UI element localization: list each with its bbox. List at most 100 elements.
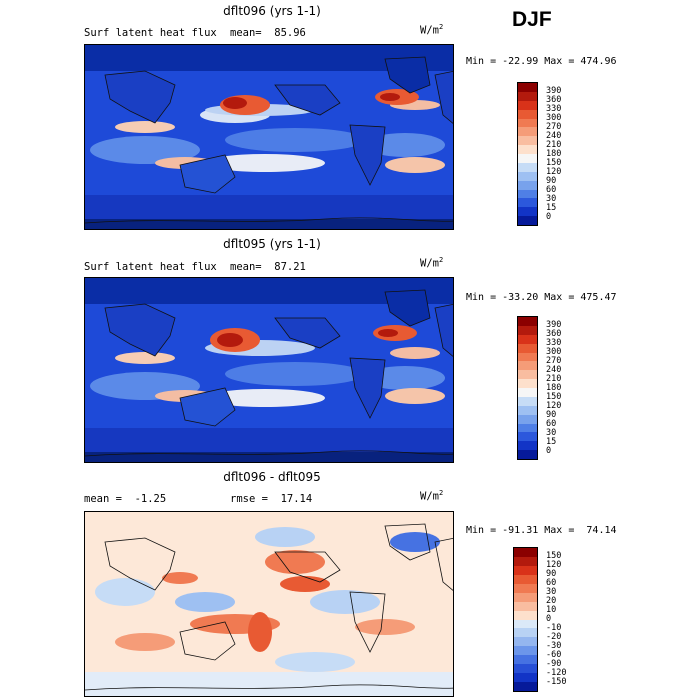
colorbar-swatch (518, 198, 537, 208)
panel-1-variable: Surf latent heat flux (84, 27, 217, 39)
colorbar-swatch (518, 370, 537, 380)
colorbar-tick-label: 10 (546, 604, 557, 615)
colorbar-tick-label: 60 (546, 184, 557, 195)
panel-1-title: dflt096 (yrs 1-1) (223, 4, 321, 18)
colorbar-swatch (518, 432, 537, 442)
colorbar-swatch (514, 548, 537, 557)
colorbar-tick-label: 150 (546, 157, 562, 168)
colorbar-swatch (518, 118, 537, 128)
panel-2-title: dflt095 (yrs 1-1) (223, 237, 321, 251)
colorbar-tick-label: 270 (546, 121, 562, 132)
colorbar-swatch (514, 565, 537, 575)
colorbar-tick-label: 30 (546, 193, 557, 204)
panel-3-units: W/m2 (420, 489, 444, 503)
colorbar-swatch (518, 207, 537, 217)
panel-2-variable: Surf latent heat flux (84, 261, 217, 273)
colorbar-tick-label: 90 (546, 568, 557, 579)
colorbar-tick-label: 15 (546, 436, 557, 447)
colorbar-tick-label: 360 (546, 94, 562, 105)
colorbar-swatch (514, 655, 537, 665)
colorbar-tick-label: 90 (546, 175, 557, 186)
colorbar-swatch (518, 423, 537, 433)
colorbar-swatch (514, 556, 537, 566)
colorbar-tick-label: 0 (546, 211, 552, 222)
colorbar-swatch (518, 180, 537, 190)
colorbar-tick-label: 15 (546, 202, 557, 213)
colorbar-swatch (518, 171, 537, 181)
colorbar-swatch (518, 405, 537, 415)
colorbar-swatch (518, 388, 537, 397)
colorbar-tick-label: -10 (546, 623, 562, 634)
colorbar-swatch (514, 664, 537, 674)
panel-3-colorbar-labels: 150 120 90 60 30 20 10 0 -10 -20 -30 -60 -90 -120 -150 (546, 547, 586, 692)
colorbar-swatch (514, 628, 537, 638)
colorbar-swatch (518, 83, 537, 92)
colorbar-swatch (518, 414, 537, 424)
panel-2-colorbar-labels: 390 360 330 300 270 240 210 180 150 120 90 60 30 15 0 (546, 316, 586, 460)
panel-3-title: dflt096 - dflt095 (223, 470, 321, 484)
colorbar-tick-label: 270 (546, 355, 562, 366)
panel-1-units: W/m2 (420, 23, 444, 37)
colorbar-swatch (518, 91, 537, 101)
colorbar-swatch (518, 343, 537, 353)
colorbar-swatch (518, 109, 537, 119)
colorbar-tick-label: 0 (546, 445, 552, 456)
colorbar-tick-label: -60 (546, 650, 562, 661)
colorbar-tick-label: 20 (546, 595, 557, 606)
colorbar-swatch (518, 352, 537, 362)
panel-1-mean: mean= 85.96 (230, 27, 306, 39)
colorbar-tick-label: 60 (546, 418, 557, 429)
colorbar-tick-label: -20 (546, 632, 562, 643)
map-1-svg (85, 45, 453, 229)
panel-2-mean: mean= 87.21 (230, 261, 306, 273)
colorbar-swatch (518, 162, 537, 172)
colorbar-tick-label: 90 (546, 409, 557, 420)
colorbar-swatch (514, 574, 537, 584)
colorbar-tick-label: 390 (546, 319, 562, 330)
map-3-svg (85, 512, 453, 696)
colorbar-swatch (518, 317, 537, 326)
colorbar-tick-label: 120 (546, 166, 562, 177)
colorbar-swatch (514, 646, 537, 656)
colorbar-tick-label: 330 (546, 103, 562, 114)
colorbar-tick-label: 180 (546, 148, 562, 159)
colorbar-tick-label: 120 (546, 559, 562, 570)
panel-2-units: W/m2 (420, 256, 444, 270)
panel-3-rmse: rmse = 17.14 (230, 493, 313, 505)
colorbar-swatch (518, 361, 537, 371)
colorbar-tick-label: 180 (546, 382, 562, 393)
colorbar-tick-label: 300 (546, 112, 562, 123)
colorbar-swatch (518, 450, 537, 459)
map-2-svg (85, 278, 453, 462)
panel-1-map (84, 44, 454, 230)
colorbar-swatch (518, 189, 537, 199)
colorbar-tick-label: 240 (546, 364, 562, 375)
colorbar-swatch (518, 379, 537, 388)
panel-3-mean: mean = -1.25 (84, 493, 167, 505)
colorbar-swatch (518, 154, 537, 163)
colorbar-swatch (518, 100, 537, 110)
colorbar-swatch (514, 682, 537, 691)
colorbar-tick-label: 210 (546, 373, 562, 384)
colorbar-tick-label: -120 (546, 668, 567, 679)
colorbar-tick-label: 30 (546, 427, 557, 438)
colorbar-swatch (518, 216, 537, 225)
colorbar-swatch (514, 619, 537, 629)
colorbar-tick-label: 330 (546, 337, 562, 348)
panel-3-map (84, 511, 454, 697)
colorbar-tick-label: -90 (546, 659, 562, 670)
panel-1-colorbar (517, 82, 538, 226)
colorbar-tick-label: 60 (546, 577, 557, 588)
panel-3-colorbar (513, 547, 538, 692)
colorbar-tick-label: 120 (546, 400, 562, 411)
colorbar-tick-label: 150 (546, 391, 562, 402)
colorbar-tick-label: 30 (546, 586, 557, 597)
colorbar-swatch (514, 610, 537, 620)
colorbar-tick-label: 360 (546, 328, 562, 339)
colorbar-tick-label: 300 (546, 346, 562, 357)
panel-1-colorbar-labels: 390 360 330 300 270 240 210 180 150 120 90 60 30 15 0 (546, 82, 586, 226)
colorbar-swatch (514, 673, 537, 683)
panel-2-minmax: Min = -33.20 Max = 475.47 (466, 292, 617, 303)
panel-1-minmax: Min = -22.99 Max = 474.96 (466, 56, 617, 67)
colorbar-tick-label: -30 (546, 641, 562, 652)
